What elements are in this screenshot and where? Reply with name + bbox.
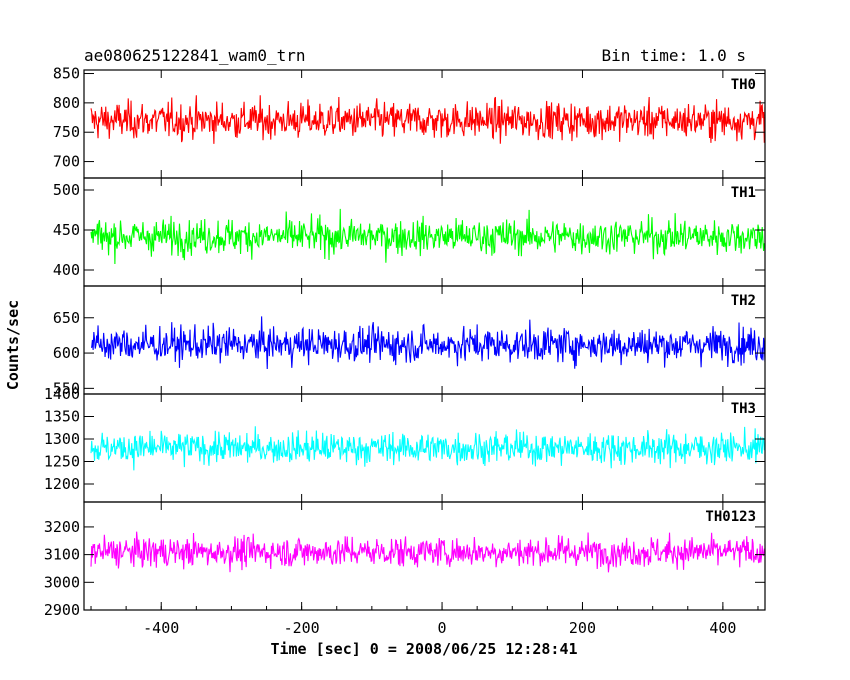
- panel-th0: 700 750 800 850 TH0: [53, 65, 766, 179]
- x-tick-label: 0: [438, 619, 447, 637]
- y-tick-label: 500: [53, 181, 80, 199]
- y-tick-label: 3100: [44, 546, 80, 564]
- y-tick-label: 750: [53, 123, 80, 141]
- y-tick-label: 1200: [44, 475, 80, 493]
- y-tick-label: 450: [53, 221, 80, 239]
- series-th0123: [90, 531, 765, 573]
- y-tick-label: 600: [53, 344, 80, 362]
- panel-label: TH0: [731, 77, 756, 93]
- series-th1: [90, 208, 765, 265]
- bin-time-label: Bin time: 1.0 s: [602, 46, 747, 65]
- series-th0: [90, 95, 765, 144]
- y-tick-label: 2900: [44, 601, 80, 619]
- y-tick-label: 1250: [44, 453, 80, 471]
- panel-label: TH0123: [705, 509, 756, 525]
- x-axis-label: Time [sec] 0 = 2008/06/25 12:28:41: [270, 640, 577, 658]
- y-tick-label: 1300: [44, 430, 80, 448]
- panel-th3: 1200 1250 1300 1350 1400 TH3: [44, 385, 766, 503]
- y-tick-label: 650: [53, 309, 80, 327]
- panel-frame: [83, 501, 766, 611]
- y-tick-label: 1400: [44, 385, 80, 403]
- panel-th0123: 2900 3000 3100 3200 TH0123: [44, 501, 766, 619]
- y-tick-label: 700: [53, 153, 80, 171]
- y-tick-label: 3000: [44, 573, 80, 591]
- x-axis: -400 -200 0 200 400: [90, 606, 759, 637]
- panel-label: TH3: [731, 401, 756, 417]
- y-tick-label: 800: [53, 94, 80, 112]
- x-tick-label: -400: [143, 619, 179, 637]
- panels-group: 700 750 800 850 TH0 400 450 500 TH1 550 600 650 TH2 1…: [44, 65, 766, 619]
- x-tick-label: 200: [569, 619, 596, 637]
- y-tick-label: 1350: [44, 408, 80, 426]
- panel-label: TH1: [731, 185, 756, 201]
- chart-title: ae080625122841_wam0_trn: [84, 46, 306, 65]
- panel-label: TH2: [731, 293, 756, 309]
- panel-th1: 400 450 500 TH1: [53, 177, 766, 287]
- x-tick-label: -200: [284, 619, 320, 637]
- y-tick-label: 3200: [44, 518, 80, 536]
- series-th2: [90, 316, 765, 370]
- y-tick-label: 850: [53, 65, 80, 83]
- y-axis-label: Counts/sec: [4, 300, 22, 390]
- x-tick-label: 400: [709, 619, 736, 637]
- panel-th2: 550 600 650 TH2: [53, 285, 766, 397]
- y-tick-label: 400: [53, 261, 80, 279]
- y-tick-label: 550: [53, 379, 80, 397]
- series-th3: [90, 426, 765, 471]
